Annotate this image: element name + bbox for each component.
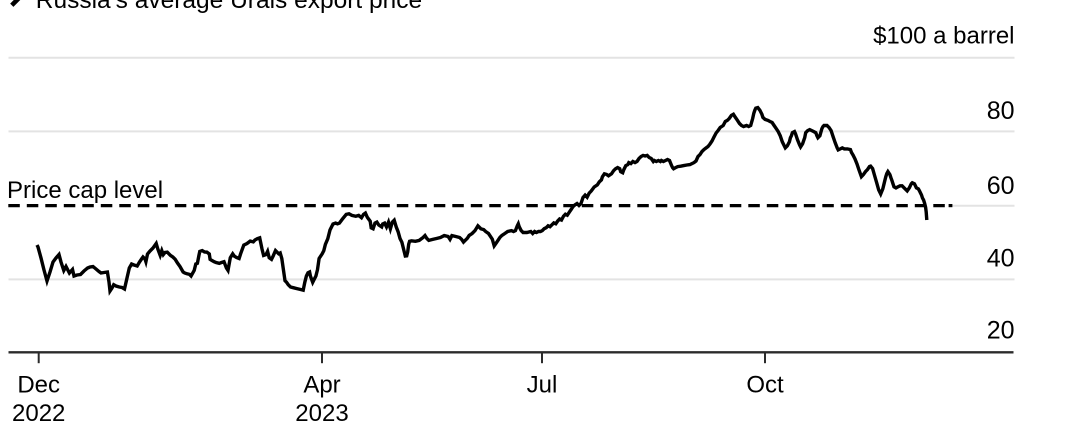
svg-text:Price cap level: Price cap level <box>7 177 163 204</box>
svg-text:Russia’s average Urals export: Russia’s average Urals export price <box>36 0 422 14</box>
svg-text:$100 a barrel: $100 a barrel <box>873 23 1014 50</box>
svg-text:2023: 2023 <box>295 400 348 427</box>
svg-text:Jul: Jul <box>527 372 558 399</box>
svg-text:Apr: Apr <box>303 372 340 399</box>
svg-text:Oct: Oct <box>746 372 784 399</box>
svg-text:40: 40 <box>987 245 1015 273</box>
svg-text:Dec: Dec <box>17 372 60 399</box>
svg-text:60: 60 <box>987 172 1015 200</box>
svg-text:2022: 2022 <box>12 400 65 427</box>
svg-text:80: 80 <box>987 97 1015 125</box>
svg-text:20: 20 <box>987 317 1015 345</box>
